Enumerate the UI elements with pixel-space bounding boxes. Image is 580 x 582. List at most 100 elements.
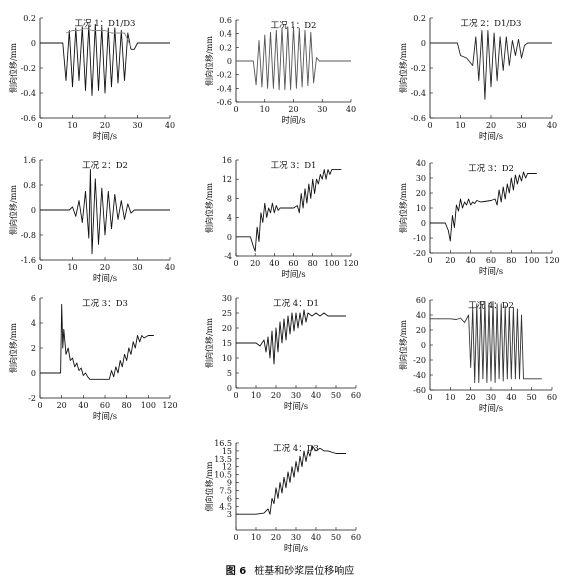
y-tick-label: 16.5 xyxy=(214,439,232,448)
y-tick-label: 4.5 xyxy=(219,502,232,511)
chart-panel-2: 0 10 20 30 40 -0.6 -0.4 -0.2 0 0.2 0.4 0.6 工况 1：D2 时间… xyxy=(204,16,356,126)
x-axis-label: 时间/s xyxy=(281,269,305,280)
chart-panel-8: 0 10 20 30 40 50 60 0 5 10 15 20 25 30 工况 4：D1 时间/s 侧向位移… xyxy=(204,294,361,412)
x-tick-label: 60 xyxy=(547,393,557,402)
x-tick-label: 100 xyxy=(141,401,156,410)
x-tick-label: 0 xyxy=(427,393,432,402)
x-tick-label: 10 xyxy=(455,121,465,130)
x-tick-label: 60 xyxy=(351,533,361,542)
chart-panel-9: 0 10 20 30 40 50 60 -60 -40 -20 0 20 40 60 工况 4：D2 时间/s… xyxy=(398,296,557,414)
x-tick-label: 0 xyxy=(37,401,42,410)
x-tick-label: 20 xyxy=(271,391,281,400)
x-tick-label: 100 xyxy=(324,259,339,268)
x-tick-label: 30 xyxy=(132,121,142,130)
x-tick-label: 20 xyxy=(100,263,110,272)
y-axis-label: 侧向位移/mm xyxy=(398,320,408,370)
x-tick-label: 20 xyxy=(486,121,496,130)
x-tick-label: 10 xyxy=(260,105,270,114)
x-tick-label: 20 xyxy=(466,393,476,402)
x-tick-label: 60 xyxy=(486,256,496,265)
x-tick-label: 20 xyxy=(288,105,298,114)
y-tick-label: -1.6 xyxy=(21,256,36,265)
y-tick-label: -4 xyxy=(224,252,232,261)
x-axis-label: 时间/s xyxy=(479,403,503,414)
y-tick-label: 15 xyxy=(222,339,232,348)
x-tick-label: 0 xyxy=(233,105,238,114)
x-tick-label: 80 xyxy=(506,256,516,265)
y-tick-label: -0.4 xyxy=(411,89,426,98)
y-tick-label: 0.2 xyxy=(413,14,426,23)
chart-panel-3: 0 10 20 30 40 -0.6 -0.4 -0.2 0 0.2 工况 2：D1/D3 时间/s 侧… xyxy=(398,14,557,142)
x-axis-label: 时间/s xyxy=(93,411,117,422)
y-tick-label: 0 xyxy=(421,341,426,350)
series-line-1 xyxy=(40,303,154,380)
x-tick-label: 0 xyxy=(427,256,432,265)
series-line-1 xyxy=(236,309,346,365)
x-tick-label: 30 xyxy=(516,121,526,130)
y-axis-label: 侧向位移/mm xyxy=(8,185,18,235)
x-axis-label: 时间/s xyxy=(284,401,308,412)
y-tick-label: 40 xyxy=(416,311,426,320)
y-axis-label: 侧向位移/mm xyxy=(8,43,18,93)
y-tick-label: 0 xyxy=(31,369,36,378)
y-axis-label: 侧向位移/mm xyxy=(398,183,408,233)
x-tick-label: 20 xyxy=(445,256,455,265)
series-line-1 xyxy=(430,171,537,242)
x-tick-label: 120 xyxy=(544,256,559,265)
y-tick-label: -20 xyxy=(413,356,426,365)
y-tick-label: 0 xyxy=(421,219,426,228)
x-tick-label: 40 xyxy=(466,256,476,265)
x-tick-label: 40 xyxy=(269,259,279,268)
y-tick-label: -20 xyxy=(413,249,426,258)
y-tick-label: 8 xyxy=(227,194,232,203)
x-tick-label: 0 xyxy=(233,391,238,400)
y-tick-label: -0.6 xyxy=(21,114,36,123)
y-tick-label: 2 xyxy=(31,344,36,353)
x-tick-label: 20 xyxy=(250,259,260,268)
y-tick-label: 7.5 xyxy=(219,486,232,495)
chart-title: 工况 3：D1 xyxy=(271,161,317,171)
y-tick-label: 13.5 xyxy=(214,455,232,464)
x-tick-label: 20 xyxy=(271,533,281,542)
y-tick-label: -0.8 xyxy=(21,231,36,240)
y-tick-label: 9 xyxy=(227,479,232,488)
y-tick-label: 10.5 xyxy=(214,471,232,480)
y-tick-label: 0.8 xyxy=(23,181,36,190)
y-tick-label: 0.2 xyxy=(23,14,36,23)
chart-title: 工况 2：D2 xyxy=(82,161,128,171)
y-tick-label: -0.6 xyxy=(411,114,426,123)
y-tick-label: 0 xyxy=(31,39,36,48)
y-tick-label: 0.6 xyxy=(219,16,232,25)
y-tick-label: -0.6 xyxy=(217,98,232,107)
figure-caption-label: 图 6 xyxy=(225,566,247,577)
y-axis-label: 侧向位移/mm xyxy=(8,323,18,373)
y-tick-label: 12 xyxy=(222,463,232,472)
chart-title: 工况 4：D2 xyxy=(468,301,514,311)
y-tick-label: -0.2 xyxy=(217,71,232,80)
x-tick-label: 120 xyxy=(343,259,358,268)
y-tick-label: 6 xyxy=(227,494,232,503)
y-tick-label: -0.4 xyxy=(21,89,36,98)
x-tick-label: 30 xyxy=(486,393,496,402)
y-tick-label: 0 xyxy=(227,384,232,393)
x-tick-label: 10 xyxy=(251,391,261,400)
y-tick-label: 0.4 xyxy=(219,30,232,39)
y-tick-label: 0 xyxy=(227,233,232,242)
chart-title: 工况 4：D1 xyxy=(273,299,319,309)
y-tick-label: 15 xyxy=(222,447,232,456)
y-axis-label: 侧向位移/mm xyxy=(204,36,214,86)
y-tick-label: 0 xyxy=(31,206,36,215)
x-tick-label: 80 xyxy=(308,259,318,268)
y-axis-label: 侧向位移/mm xyxy=(204,461,214,511)
x-tick-label: 40 xyxy=(506,393,516,402)
chart-title: 工况 1：D1/D3 xyxy=(75,19,136,29)
y-tick-label: 60 xyxy=(416,296,426,305)
y-tick-label: 5 xyxy=(227,369,232,378)
x-tick-label: 10 xyxy=(251,533,261,542)
y-tick-label: 40 xyxy=(416,159,426,168)
chart-title: 工况 1：D2 xyxy=(271,21,317,31)
x-tick-label: 80 xyxy=(122,401,132,410)
